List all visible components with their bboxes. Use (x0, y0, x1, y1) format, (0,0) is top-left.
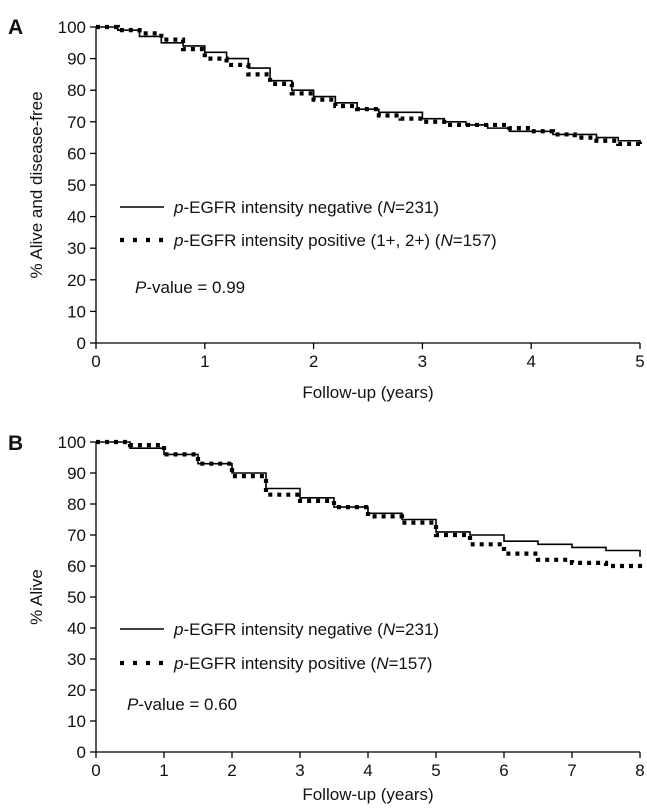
legend-text-suffix: =231) (395, 198, 439, 217)
y-tick-label: 50 (67, 176, 86, 195)
y-tick-label: 70 (67, 113, 86, 132)
panel-letter: A (8, 16, 23, 39)
y-tick-label: 60 (67, 557, 86, 576)
legend-text-mid: -EGFR intensity negative ( (183, 198, 383, 217)
p-value-annotation: P-value = 0.60 (127, 695, 237, 714)
y-tick-label: 50 (67, 588, 86, 607)
legend-italic-n: N (376, 654, 389, 673)
legend-italic-p: p (173, 620, 183, 639)
y-tick-label: 20 (67, 681, 86, 700)
y-tick-label: 40 (67, 619, 86, 638)
legend-label: p-EGFR intensity negative (N=231) (173, 198, 439, 217)
series-line-positive (96, 439, 643, 573)
legend-italic-n: N (440, 231, 453, 250)
p-value-italic: P (127, 695, 139, 714)
panel-b: B 0 10 20 30 40 50 60 70 80 90 100 0 1 2 3 4 5 6 7 8 Follow-u… (8, 432, 645, 804)
x-tick-label: 8 (635, 761, 644, 780)
legend-italic-p: p (173, 198, 183, 217)
legend-label: p-EGFR intensity positive (N=157) (173, 654, 432, 673)
legend-italic-n: N (383, 198, 396, 217)
p-value-italic: P (135, 278, 147, 297)
x-tick-label: 2 (309, 352, 318, 371)
x-tick-label: 0 (91, 761, 100, 780)
y-tick-label: 80 (67, 495, 86, 514)
x-tick-label: 1 (159, 761, 168, 780)
series-line-positive (96, 24, 643, 148)
x-tick-label: 7 (567, 761, 576, 780)
panel-a: A 0 10 20 30 40 50 60 70 80 90 100 0 1 2 3 4 5 Follow-up (… (8, 16, 645, 402)
y-tick-label: 40 (67, 208, 86, 227)
y-axis-title: % Alive (27, 569, 46, 625)
legend-text-mid: -EGFR intensity positive (1+, 2+) ( (183, 231, 440, 250)
y-axis-title: % Alive and disease-free (27, 91, 46, 278)
legend-italic-p: p (173, 231, 183, 250)
x-tick-label: 1 (200, 352, 209, 371)
x-tick-label: 5 (431, 761, 440, 780)
x-axis-title: Follow-up (years) (302, 785, 433, 804)
legend-text-mid: -EGFR intensity negative ( (183, 620, 383, 639)
legend-text-suffix: =231) (395, 620, 439, 639)
y-tick-label: 0 (77, 743, 86, 762)
y-tick-label: 0 (77, 334, 86, 353)
x-axis-title: Follow-up (years) (302, 383, 433, 402)
series-line-negative (96, 26, 641, 144)
x-tick-label: 2 (227, 761, 236, 780)
y-tick-label: 10 (67, 302, 86, 321)
legend-text-suffix: =157) (388, 654, 432, 673)
x-tick-label: 4 (526, 352, 535, 371)
p-value-annotation: P-value = 0.99 (135, 278, 245, 297)
legend-text-mid: -EGFR intensity positive ( (183, 654, 376, 673)
y-tick-label: 30 (67, 650, 86, 669)
y-tick-label: 90 (67, 50, 86, 69)
p-value-text: -value = 0.99 (146, 278, 245, 297)
legend-label: p-EGFR intensity negative (N=231) (173, 620, 439, 639)
y-tick-label: 70 (67, 526, 86, 545)
x-tick-label: 4 (363, 761, 372, 780)
p-value-text: -value = 0.60 (138, 695, 237, 714)
y-tick-label: 80 (67, 81, 86, 100)
x-tick-label: 0 (91, 352, 100, 371)
series-line-negative (96, 441, 641, 557)
legend-italic-p: p (173, 654, 183, 673)
y-tick-label: 10 (67, 712, 86, 731)
x-tick-label: 5 (635, 352, 644, 371)
legend-italic-n: N (383, 620, 396, 639)
y-tick-label: 100 (58, 433, 86, 452)
x-tick-label: 3 (295, 761, 304, 780)
x-tick-label: 6 (499, 761, 508, 780)
legend-text-suffix: =157) (453, 231, 497, 250)
y-tick-label: 20 (67, 271, 86, 290)
y-tick-label: 30 (67, 239, 86, 258)
y-tick-label: 100 (58, 18, 86, 37)
y-tick-label: 90 (67, 464, 86, 483)
y-tick-label: 60 (67, 144, 86, 163)
x-tick-label: 3 (418, 352, 427, 371)
legend-label: p-EGFR intensity positive (1+, 2+) (N=15… (173, 231, 497, 250)
panel-letter: B (8, 432, 23, 455)
